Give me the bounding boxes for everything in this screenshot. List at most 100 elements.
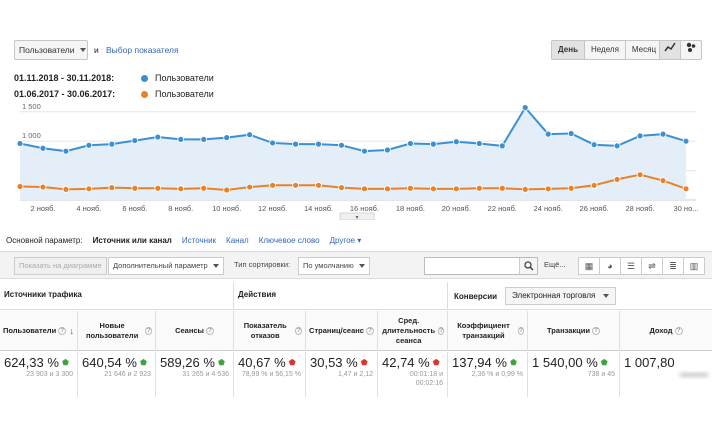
- series-previous-point: [131, 184, 139, 192]
- trend-up-icon: ⬟: [61, 358, 69, 367]
- secondary-dimension-select[interactable]: Дополнительный параметр: [108, 257, 224, 275]
- conversions-select[interactable]: Электронная торговля: [505, 287, 617, 305]
- help-icon[interactable]: ?: [58, 327, 67, 335]
- col-header-avg-session-duration[interactable]: Сред. длительность сеанса?: [378, 311, 448, 351]
- series-previous-point: [384, 185, 391, 193]
- help-icon[interactable]: ?: [205, 327, 214, 335]
- search-icon[interactable]: [519, 258, 537, 274]
- col-header-pages-per-session[interactable]: Страниц/сеанс?: [306, 311, 378, 351]
- col-header-transactions[interactable]: Транзакции?: [528, 311, 620, 351]
- summary-value-sessions: 589,26 %: [160, 355, 215, 370]
- table-column-headers: Пользователи? ↓ Новые пользователи? Сеанс…: [0, 311, 712, 351]
- summary-cell-new-users: 640,54 % ⬟ 21 646 и 2 923: [78, 352, 156, 397]
- series-current-point: [475, 140, 483, 147]
- table-summary-row: 624,33 % ⬟ 23 903 и 3 300 640,54 % ⬟ 21 64…: [0, 352, 712, 397]
- legend-label-previous: Пользователи: [155, 89, 214, 99]
- sort-arrow-icon: ↓: [69, 326, 75, 336]
- help-icon[interactable]: ?: [517, 327, 524, 335]
- term-cloud-icon[interactable]: ≣: [662, 257, 684, 275]
- dimension-keyword-link[interactable]: Ключевое слово: [258, 236, 320, 245]
- summary-sub-new-users: 21 646 и 2 923: [104, 371, 151, 378]
- period-week-button[interactable]: Неделя: [585, 41, 626, 59]
- series-current-point: [338, 141, 345, 149]
- pie-chart-icon[interactable]: ◕: [599, 257, 621, 275]
- trend-down-icon: ⬟: [288, 358, 296, 367]
- col-header-bounce-rate[interactable]: Показатель отказов?: [234, 311, 306, 351]
- series-current-point: [62, 147, 70, 155]
- x-tick-label: 18 нояб.: [396, 204, 425, 213]
- series-current-point: [361, 147, 368, 155]
- series-current-point: [223, 134, 231, 142]
- summary-cell-avg-session-duration: 42,74 % ⬟ 00:01:18 и 00:02:16: [378, 352, 448, 397]
- summary-value-revenue: 1 007,80: [624, 355, 675, 370]
- x-tick-label: 28 нояб.: [625, 204, 654, 213]
- summary-sub-users: 23 903 и 3 300: [26, 371, 73, 378]
- col-header-conversion-rate[interactable]: Коэффициент транзакций?: [448, 311, 528, 351]
- series-previous-point: [177, 185, 185, 193]
- data-table-icon[interactable]: ▦: [578, 257, 600, 275]
- dimension-source-link[interactable]: Источник: [181, 236, 217, 245]
- series-current-point: [246, 131, 254, 139]
- group-conversions: Конверсии Электронная торговля: [448, 282, 712, 310]
- help-icon[interactable]: ?: [145, 327, 152, 335]
- legend-label-current: Пользователи: [155, 73, 214, 83]
- dimension-other-dropdown[interactable]: Другое ▾: [330, 236, 362, 245]
- period-month-button[interactable]: Месяц: [631, 45, 657, 54]
- col-header-new-users[interactable]: Новые пользователи?: [78, 311, 156, 351]
- summary-value-users: 624,33 %: [4, 355, 59, 370]
- series-current-point: [292, 140, 299, 148]
- x-tick-label: 16 нояб.: [350, 204, 379, 213]
- advanced-search-link[interactable]: Ещё...: [544, 260, 566, 269]
- col-header-transactions-label: Транзакции: [547, 326, 590, 335]
- metric-select[interactable]: Пользователи: [14, 40, 88, 60]
- sort-type-select[interactable]: По умолчанию: [298, 257, 370, 275]
- dimension-channel-link[interactable]: Канал: [226, 236, 249, 245]
- x-tick-label: 20 нояб.: [442, 204, 471, 213]
- pivot-icon[interactable]: ▥: [683, 257, 705, 275]
- col-header-sessions-label: Сеансы: [175, 326, 204, 335]
- series-current-point: [613, 142, 621, 150]
- line-chart-icon[interactable]: [660, 41, 681, 59]
- series-previous-point: [223, 186, 231, 194]
- table-toolbar: Показать на диаграмме Дополнительный пар…: [0, 251, 712, 279]
- help-icon[interactable]: ?: [674, 327, 683, 335]
- chevron-down-icon: [603, 294, 610, 298]
- choose-metric-link[interactable]: Выбор показателя: [106, 45, 179, 55]
- col-header-revenue-label: Доход: [649, 326, 673, 335]
- help-icon[interactable]: ?: [295, 327, 302, 335]
- series-previous-point: [521, 186, 529, 193]
- col-header-pages-per-session-label: Страниц/сеанс: [309, 326, 364, 335]
- summary-value-new-users: 640,54 %: [82, 355, 137, 370]
- plot-rows-button[interactable]: Показать на диаграмме: [14, 257, 107, 275]
- series-previous-point: [682, 185, 690, 193]
- series-current-point: [659, 130, 667, 138]
- series-previous-point: [361, 185, 368, 193]
- series-previous-point: [452, 185, 460, 193]
- series-current-point: [682, 137, 690, 145]
- col-header-users[interactable]: Пользователи? ↓: [0, 311, 78, 351]
- primary-dimension-row: Основной параметр: Источник или канал Ис…: [6, 236, 361, 245]
- group-traffic-sources: Источники трафика: [0, 282, 234, 310]
- series-previous-point: [498, 184, 506, 192]
- help-icon[interactable]: ?: [365, 327, 374, 335]
- help-icon[interactable]: ?: [438, 327, 444, 335]
- series-previous-point: [590, 181, 598, 189]
- motion-chart-icon[interactable]: [681, 41, 701, 59]
- conversions-select-value: Электронная торговля: [512, 291, 596, 300]
- comparison-icon[interactable]: ⇌: [641, 257, 663, 275]
- series-previous-point: [544, 185, 552, 193]
- series-previous-point: [659, 177, 667, 184]
- table-group-headers: Источники трафика Действия Конверсии Эле…: [0, 282, 712, 310]
- series-current-point: [154, 133, 162, 141]
- help-icon[interactable]: ?: [591, 327, 600, 335]
- summary-sub-avg-session-duration: 00:01:18 и 00:02:16: [409, 371, 443, 387]
- series-current-point: [315, 140, 322, 148]
- summary-cell-sessions: 589,26 % ⬟ 31 265 и 4 536: [156, 352, 234, 397]
- summary-cell-bounce-rate: 40,67 % ⬟ 78,99 % и 56,15 %: [234, 352, 306, 397]
- col-header-revenue[interactable]: Доход?: [620, 311, 712, 351]
- performance-icon[interactable]: ☰: [620, 257, 642, 275]
- table-search-input[interactable]: [424, 257, 538, 275]
- col-header-sessions[interactable]: Сеансы?: [156, 311, 234, 351]
- period-day-button[interactable]: День: [552, 41, 585, 59]
